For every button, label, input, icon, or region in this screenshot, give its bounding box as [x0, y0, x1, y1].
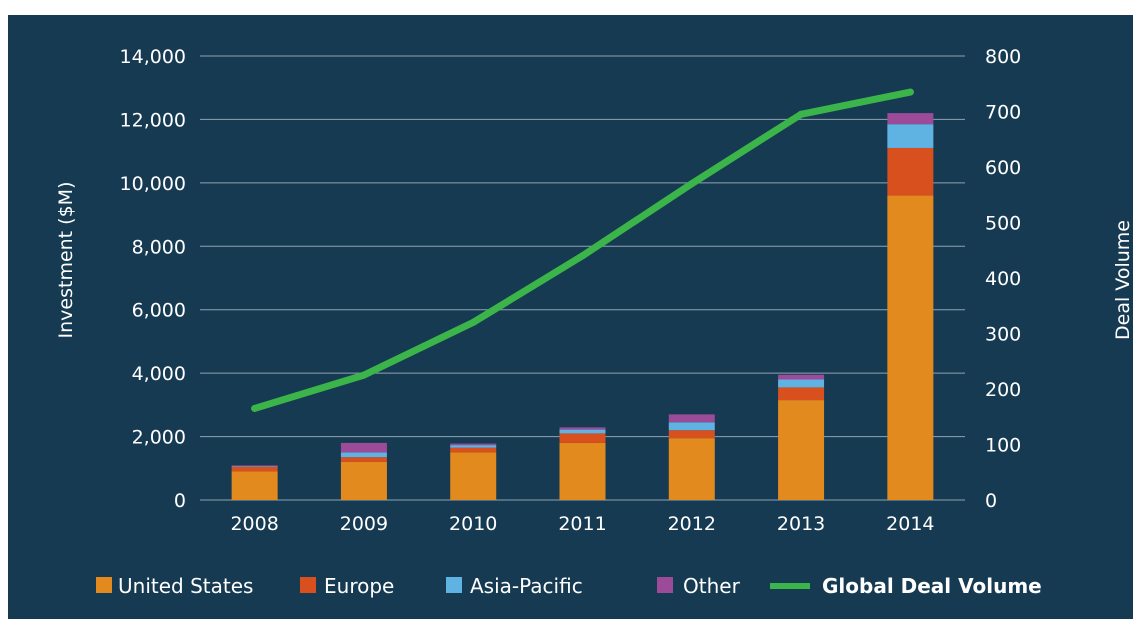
y-tick-label: 14,000: [120, 46, 186, 68]
line-point: [797, 110, 805, 118]
bar-other: [231, 465, 278, 467]
y2-tick-label: 400: [985, 268, 1021, 290]
bar-asia-pacific: [668, 422, 715, 431]
x-tick-label: 2014: [886, 513, 934, 535]
tick-labels: 0 2,000 4,000 6,000 8,000 10,000 12,000 14,000 0…: [120, 46, 1022, 535]
legend: United States Europe Asia-Pacific Other …: [96, 574, 1042, 598]
legend-label-global-deal-volume: Global Deal Volume: [822, 574, 1042, 598]
x-tick-label: 2010: [449, 513, 497, 535]
bar-other: [340, 442, 387, 453]
y2-tick-label: 0: [985, 490, 997, 512]
bar-united-states: [231, 471, 278, 500]
y-tick-label: 2,000: [132, 427, 186, 449]
bar-other: [887, 113, 934, 125]
y2-tick-label: 500: [985, 213, 1021, 235]
line-point: [469, 318, 477, 326]
bar-asia-pacific: [231, 466, 278, 467]
legend-label-europe: Europe: [324, 574, 394, 598]
y2-tick-label: 700: [985, 102, 1021, 124]
bar-united-states: [340, 461, 387, 500]
bar-united-states: [668, 438, 715, 500]
x-tick-label: 2009: [340, 513, 388, 535]
bar-asia-pacific: [340, 452, 387, 458]
chart-panel: [8, 15, 1133, 619]
y-tick-label: 8,000: [132, 236, 186, 258]
x-tick-label: 2011: [558, 513, 606, 535]
deal-volume-line-group: [251, 88, 914, 412]
y2-tick-label: 100: [985, 435, 1021, 457]
bar-asia-pacific: [778, 379, 825, 388]
bar-europe: [340, 457, 387, 462]
y-tick-label: 12,000: [120, 109, 186, 131]
bar-europe: [668, 430, 715, 439]
x-tick-label: 2008: [230, 513, 278, 535]
y-tick-label: 10,000: [120, 173, 186, 195]
bar-asia-pacific: [887, 124, 934, 148]
y-tick-label: 4,000: [132, 363, 186, 385]
bar-united-states: [778, 400, 825, 500]
y-tick-label: 0: [174, 490, 186, 512]
x-tick-label: 2012: [668, 513, 716, 535]
legend-swatch-other: [657, 577, 673, 593]
bar-asia-pacific: [559, 429, 606, 434]
line-point: [251, 404, 259, 412]
y2-tick-label: 800: [985, 46, 1021, 68]
bar-united-states: [450, 452, 497, 500]
bar-other: [559, 427, 606, 430]
bar-united-states: [559, 442, 606, 500]
bar-other: [450, 443, 497, 446]
line-point: [906, 88, 914, 96]
y2-tick-label: 600: [985, 157, 1021, 179]
line-point: [360, 371, 368, 379]
bars: [231, 113, 934, 501]
bar-europe: [450, 447, 497, 453]
y-axis-title: Investment ($M): [55, 182, 77, 339]
bar-other: [778, 374, 825, 380]
bar-asia-pacific: [450, 445, 497, 448]
legend-swatch-united-states: [96, 577, 112, 593]
global-deal-volume-line: [251, 88, 914, 412]
legend-label-asia-pacific: Asia-Pacific: [470, 574, 583, 598]
bar-europe: [778, 387, 825, 401]
legend-label-other: Other: [683, 574, 741, 598]
x-tick-label: 2013: [777, 513, 825, 535]
bar-other: [668, 414, 715, 423]
bar-united-states: [887, 195, 934, 501]
bar-europe: [887, 147, 934, 196]
bar-europe: [231, 466, 278, 472]
bar-europe: [559, 433, 606, 443]
legend-swatch-asia-pacific: [446, 577, 462, 593]
legend-swatch-europe: [300, 577, 316, 593]
legend-label-united-states: United States: [118, 574, 253, 598]
y2-tick-label: 300: [985, 324, 1021, 346]
y2-tick-label: 200: [985, 379, 1021, 401]
line-point: [579, 252, 586, 260]
y2-axis-title: Deal Volume: [1112, 220, 1134, 340]
y-tick-label: 6,000: [132, 300, 186, 322]
line-point: [688, 180, 696, 188]
